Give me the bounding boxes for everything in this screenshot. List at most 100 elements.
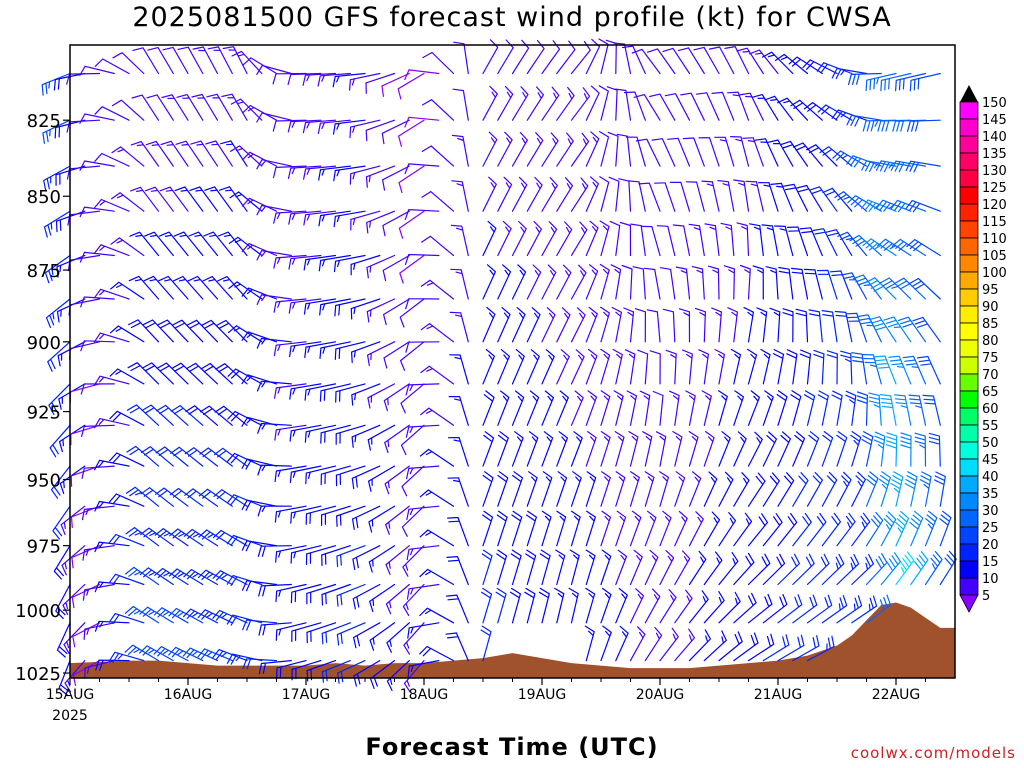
wind-barb	[386, 622, 410, 653]
wind-barb	[659, 510, 672, 547]
wind-barb	[445, 594, 469, 624]
wind-barb	[155, 446, 189, 467]
colorbar: 1501451401351301251201151101051009590858…	[959, 85, 1007, 613]
wind-barb	[659, 589, 677, 624]
wind-barb	[452, 88, 469, 121]
wind-barb	[289, 424, 322, 442]
wind-barb	[349, 119, 381, 139]
wind-barb	[895, 72, 927, 92]
colorbar-swatch	[959, 458, 979, 477]
wind-barb	[511, 86, 529, 121]
wind-barb	[909, 72, 941, 92]
wind-barb	[291, 622, 322, 643]
credit-link[interactable]: coolwx.com/models	[850, 744, 1016, 762]
wind-barb	[497, 471, 509, 507]
x-axis-title: Forecast Time (UTC)	[365, 733, 659, 761]
wind-barb	[256, 380, 292, 392]
wind-barb	[836, 553, 860, 586]
wind-barb	[351, 465, 381, 490]
wind-barb	[664, 93, 691, 121]
wind-barb	[79, 65, 115, 76]
wind-barb	[600, 348, 611, 385]
wind-barb	[672, 431, 683, 467]
wind-barb	[272, 72, 307, 85]
wind-barb	[511, 510, 523, 547]
wind-barb	[212, 570, 248, 586]
colorbar-swatch	[959, 118, 979, 137]
wind-barb	[482, 39, 499, 75]
wind-barb	[241, 243, 278, 257]
wind-barb	[450, 224, 469, 257]
wind-barb	[792, 472, 809, 507]
wind-barb	[836, 512, 856, 547]
wind-barb	[305, 505, 337, 525]
wind-barb	[183, 608, 219, 624]
wind-barb	[718, 591, 741, 624]
wind-barb	[760, 348, 771, 385]
wind-barb	[191, 93, 219, 121]
wind-barb	[480, 625, 492, 662]
wind-barb	[305, 545, 337, 565]
wind-barb	[199, 405, 233, 426]
wind-barb	[111, 192, 145, 212]
wind-barb	[497, 307, 511, 343]
wind-barb	[777, 594, 803, 624]
wind-barb	[419, 568, 455, 586]
wind-barb	[791, 267, 809, 300]
wind-barb	[398, 210, 425, 239]
wind-barb	[289, 341, 322, 358]
wind-barb	[821, 595, 848, 624]
wind-barb	[606, 86, 618, 121]
wind-barb	[48, 383, 71, 415]
wind-barb	[817, 104, 853, 121]
wind-barb	[821, 431, 834, 467]
wind-barb	[289, 465, 322, 484]
wind-barb	[481, 587, 493, 624]
wind-barb	[321, 622, 351, 645]
wind-barb	[895, 510, 910, 547]
colorbar-label: 50	[982, 436, 999, 451]
wind-barb	[82, 583, 115, 601]
wind-barb	[644, 588, 661, 624]
wind-barb	[219, 186, 248, 212]
wind-barb	[554, 587, 565, 624]
wind-barb	[132, 47, 160, 75]
wind-barb	[305, 465, 337, 485]
wind-barb	[526, 390, 540, 426]
wind-barb	[667, 137, 691, 167]
wind-barb	[241, 540, 278, 552]
wind-barb	[541, 132, 559, 167]
wind-barb	[612, 348, 623, 385]
wind-barb	[176, 94, 204, 121]
wind-barb	[177, 46, 204, 75]
wind-barb	[748, 223, 764, 257]
wind-barb	[883, 316, 912, 343]
wind-barb	[585, 471, 597, 507]
wind-barb	[256, 112, 292, 123]
wind-barb	[695, 92, 720, 121]
wind-barb	[80, 296, 115, 308]
wind-barb	[840, 350, 853, 385]
wind-barb	[146, 94, 174, 121]
wind-barb	[698, 137, 720, 167]
wind-barb	[369, 583, 396, 612]
y-axis: 825 850 875 900 925 950 975 1000 1025	[15, 111, 70, 685]
wind-barb	[288, 298, 322, 314]
wind-barb	[541, 349, 555, 385]
wind-barb	[71, 545, 101, 569]
wind-barb	[905, 160, 941, 173]
colorbar-swatch	[959, 339, 979, 358]
wind-barb	[156, 362, 189, 385]
wind-barb	[861, 431, 874, 467]
wind-barb	[419, 448, 455, 467]
wind-barb	[161, 94, 189, 121]
wind-barb	[806, 431, 820, 467]
wind-barb	[511, 431, 524, 467]
wind-barb	[822, 187, 853, 212]
wind-barb	[718, 552, 739, 586]
wind-barb	[129, 231, 160, 257]
wind-barb	[879, 394, 897, 426]
wind-barb	[156, 404, 189, 426]
wind-barb	[140, 487, 174, 507]
wind-barb	[217, 231, 248, 257]
